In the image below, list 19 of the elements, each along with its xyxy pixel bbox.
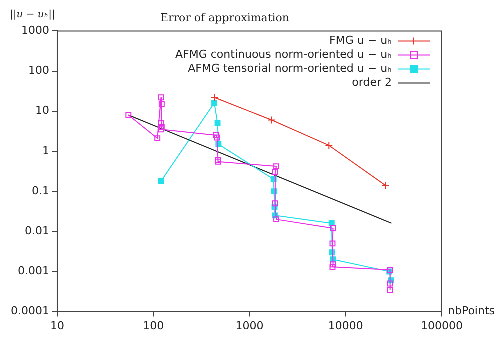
- x-tick-label: 1000: [236, 319, 264, 332]
- x-tick-label: 10000: [328, 319, 364, 332]
- y-tick-label: 0.01: [24, 224, 50, 238]
- x-tick-label: 100000: [421, 319, 463, 332]
- x-tick-label: 100: [143, 319, 164, 332]
- legend-label: AFMG continuous norm-oriented u − uₕ: [176, 48, 392, 62]
- y-tick-label: 10: [35, 104, 50, 118]
- y-axis-title: ||u − uₕ||: [10, 10, 56, 21]
- legend-label: AFMG tensorial norm-oriented u − uₕ: [188, 62, 392, 76]
- x-tick-label: 10: [50, 319, 64, 332]
- chart-title: Error of approximation: [160, 11, 290, 24]
- y-tick-label: 0.1: [32, 184, 50, 198]
- y-tick-label: 0.001: [18, 264, 50, 278]
- y-tick-label: 1: [42, 144, 50, 158]
- legend-label: FMG u − uₕ: [330, 34, 392, 48]
- y-tick-label: 100: [28, 64, 50, 78]
- y-tick-label: 0.0001: [10, 304, 50, 318]
- y-tick-label: 1000: [21, 24, 50, 38]
- legend-label: order 2: [352, 76, 392, 90]
